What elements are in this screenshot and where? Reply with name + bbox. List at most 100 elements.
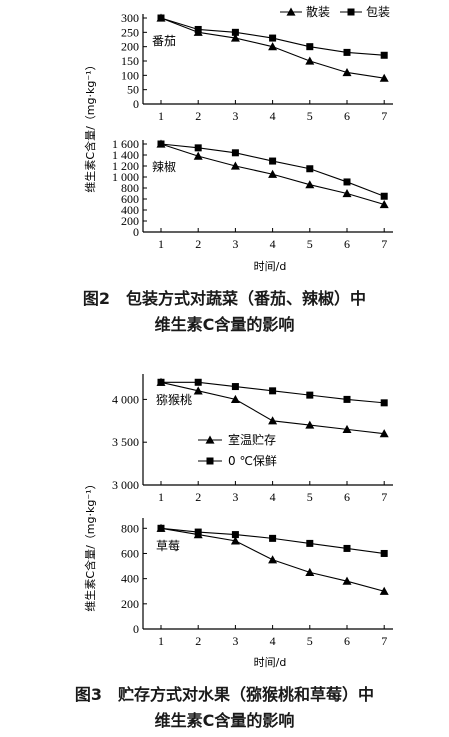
fig2-panel2-series-triangle-point [305, 180, 315, 189]
fig3-panel2-series-square-point [380, 549, 388, 557]
figure-2-legend-marker-triangle [286, 7, 296, 16]
fig2-panel2-series-square-point [194, 144, 202, 152]
fig2-panel2-series-square-point [380, 192, 388, 200]
figure-2-caption-line1: 图2 包装方式对蔬菜（番茄、辣椒）中 [82, 289, 367, 308]
fig2-panel1-series-square-point [231, 28, 239, 36]
fig3-panel1-ytick-label: 3 500 [112, 435, 139, 449]
fig2-panel1-ytick-label: 200 [121, 40, 139, 54]
fig3-panel2-series-square-point [231, 531, 239, 539]
figure-3-x-axis-title: 时间/d [254, 656, 287, 669]
fig3-panel1-xtick-label: 1 [158, 490, 164, 504]
fig3-panel2-ytick-label: 400 [121, 572, 139, 586]
fig2-panel1-ytick-label: 50 [127, 83, 139, 97]
fig3-panel1-series-square-point [194, 378, 202, 386]
fig2-panel2-ytick-label: 1 600 [112, 137, 139, 151]
fig3-panel2-series-square-point [269, 534, 277, 542]
fig3-panel2-series-triangle-point [268, 555, 278, 564]
fig2-panel2-ytick-label: 1 400 [112, 148, 139, 162]
fig3-panel1-series-square-point [157, 378, 165, 386]
figure-2-legend-label-2: 包装 [366, 5, 390, 19]
figure-3-legend-marker-square [206, 457, 214, 465]
fig3-panel1-ytick-label: 3 000 [112, 478, 139, 492]
fig2-panel1-series-square-point [343, 48, 351, 56]
fig3-panel2-series-triangle-point [379, 586, 389, 595]
fig3-panel1-series-triangle-point [379, 429, 389, 438]
fig2-panel2-ytick-label: 1 200 [112, 159, 139, 173]
fig3-panel1-xtick-label: 7 [381, 490, 387, 504]
fig2-panel1-series-square-point [194, 25, 202, 33]
fig2-panel2-xtick-label: 3 [232, 237, 238, 251]
fig2-panel2-label: 辣椒 [152, 160, 176, 174]
fig2-panel1-series-square-point [269, 34, 277, 42]
fig2-panel1-label: 番茄 [152, 34, 176, 48]
fig3-panel1-series-triangle-point [305, 420, 315, 429]
fig3-panel1-label: 猕猴桃 [156, 392, 192, 407]
fig3-panel1-xtick-label: 3 [232, 490, 238, 504]
fig2-panel2-series-square-point [306, 165, 314, 173]
fig2-panel1-xtick-label: 6 [344, 109, 350, 123]
figure-2-caption-line2: 维生素C含量的影响 [154, 315, 295, 334]
fig2-panel2-series-square-point [269, 157, 277, 165]
fig2-panel1-ytick-label: 250 [121, 25, 139, 39]
fig3-panel2-ytick-label: 0 [133, 622, 139, 636]
fig3-panel2-xtick-label: 7 [381, 634, 387, 648]
fig2-panel2-series-square-point [343, 178, 351, 186]
fig2-panel1-series-square-point [306, 43, 314, 51]
figure-2-caption: 图2 包装方式对蔬菜（番茄、辣椒）中 维生素C含量的影响 [0, 286, 449, 338]
fig3-panel1-xtick-label: 4 [270, 490, 276, 504]
fig2-panel2-series-triangle-point [230, 161, 240, 170]
fig2-panel2-xtick-label: 5 [307, 237, 313, 251]
figure-2-legend-label-1: 散装 [306, 4, 330, 19]
fig2-panel2-ytick-label: 600 [121, 192, 139, 206]
fig2-panel1-series-square-point [157, 14, 165, 22]
fig2-panel1-series-square-point [380, 51, 388, 59]
fig2-panel2-ytick-label: 0 [133, 225, 139, 239]
fig2-panel2-xtick-label: 4 [270, 237, 276, 251]
fig3-panel2-xtick-label: 5 [307, 634, 313, 648]
fig3-panel2-series-triangle-point [342, 576, 352, 585]
fig2-panel1-xtick-label: 5 [307, 109, 313, 123]
fig3-panel2-series-triangle-point [305, 567, 315, 576]
figure-3-legend-marker-triangle [205, 435, 215, 444]
fig2-panel1-series-triangle-point [268, 42, 278, 51]
fig2-panel2-series-triangle-point [193, 151, 203, 160]
fig3-panel2-ytick-label: 600 [121, 546, 139, 560]
fig2-panel2-xtick-label: 1 [158, 237, 164, 251]
fig3-panel1-series-square-point [380, 399, 388, 407]
fig3-panel2-xtick-label: 2 [195, 634, 201, 648]
fig3-panel1-series-square-point [343, 395, 351, 403]
fig2-panel2-xtick-label: 7 [381, 237, 387, 251]
fig2-panel2-ytick-label: 200 [121, 214, 139, 228]
fig2-panel1-ytick-label: 300 [121, 11, 139, 25]
fig3-panel1-series-triangle-point [268, 416, 278, 425]
fig3-panel1-series-triangle-point [193, 386, 203, 395]
fig2-panel1-series-triangle-point [379, 73, 389, 82]
fig2-panel2-series-square-point [157, 140, 165, 148]
fig2-panel1-xtick-label: 1 [158, 109, 164, 123]
fig2-panel2-series-triangle-point [379, 200, 389, 209]
fig2-panel2-ytick-label: 400 [121, 203, 139, 217]
fig2-panel1-ytick-label: 150 [121, 54, 139, 68]
fig3-panel1-series-square-point [306, 391, 314, 399]
fig2-panel2-series-triangle-point [268, 169, 278, 178]
figure-2-x-axis-title: 时间/d [254, 260, 287, 273]
fig3-panel2-series-square-point [306, 539, 314, 547]
fig2-panel2-xtick-label: 6 [344, 237, 350, 251]
fig3-panel2-series-square-point [157, 524, 165, 532]
fig3-panel1-xtick-label: 6 [344, 490, 350, 504]
fig2-panel1-series-triangle-point [230, 33, 240, 42]
fig3-panel2-ytick-label: 800 [121, 521, 139, 535]
fig3-panel2-series-square-point [194, 528, 202, 536]
figure-2-legend-marker-square [347, 8, 355, 16]
figure-3-caption-line2: 维生素C含量的影响 [154, 711, 295, 730]
fig2-panel1-xtick-label: 3 [232, 109, 238, 123]
fig3-panel2-series-square-point [343, 544, 351, 552]
figure-3-legend-label-2: 0 ℃保鲜 [228, 454, 277, 468]
fig3-panel1-series-triangle-point [342, 424, 352, 433]
figure-3-legend-label-1: 室温贮存 [228, 432, 276, 447]
fig3-panel2-series-triangle-point [230, 536, 240, 545]
fig2-panel1-xtick-label: 4 [270, 109, 276, 123]
fig2-panel2-ytick-label: 800 [121, 181, 139, 195]
fig3-panel1-series-square-point [269, 387, 277, 395]
